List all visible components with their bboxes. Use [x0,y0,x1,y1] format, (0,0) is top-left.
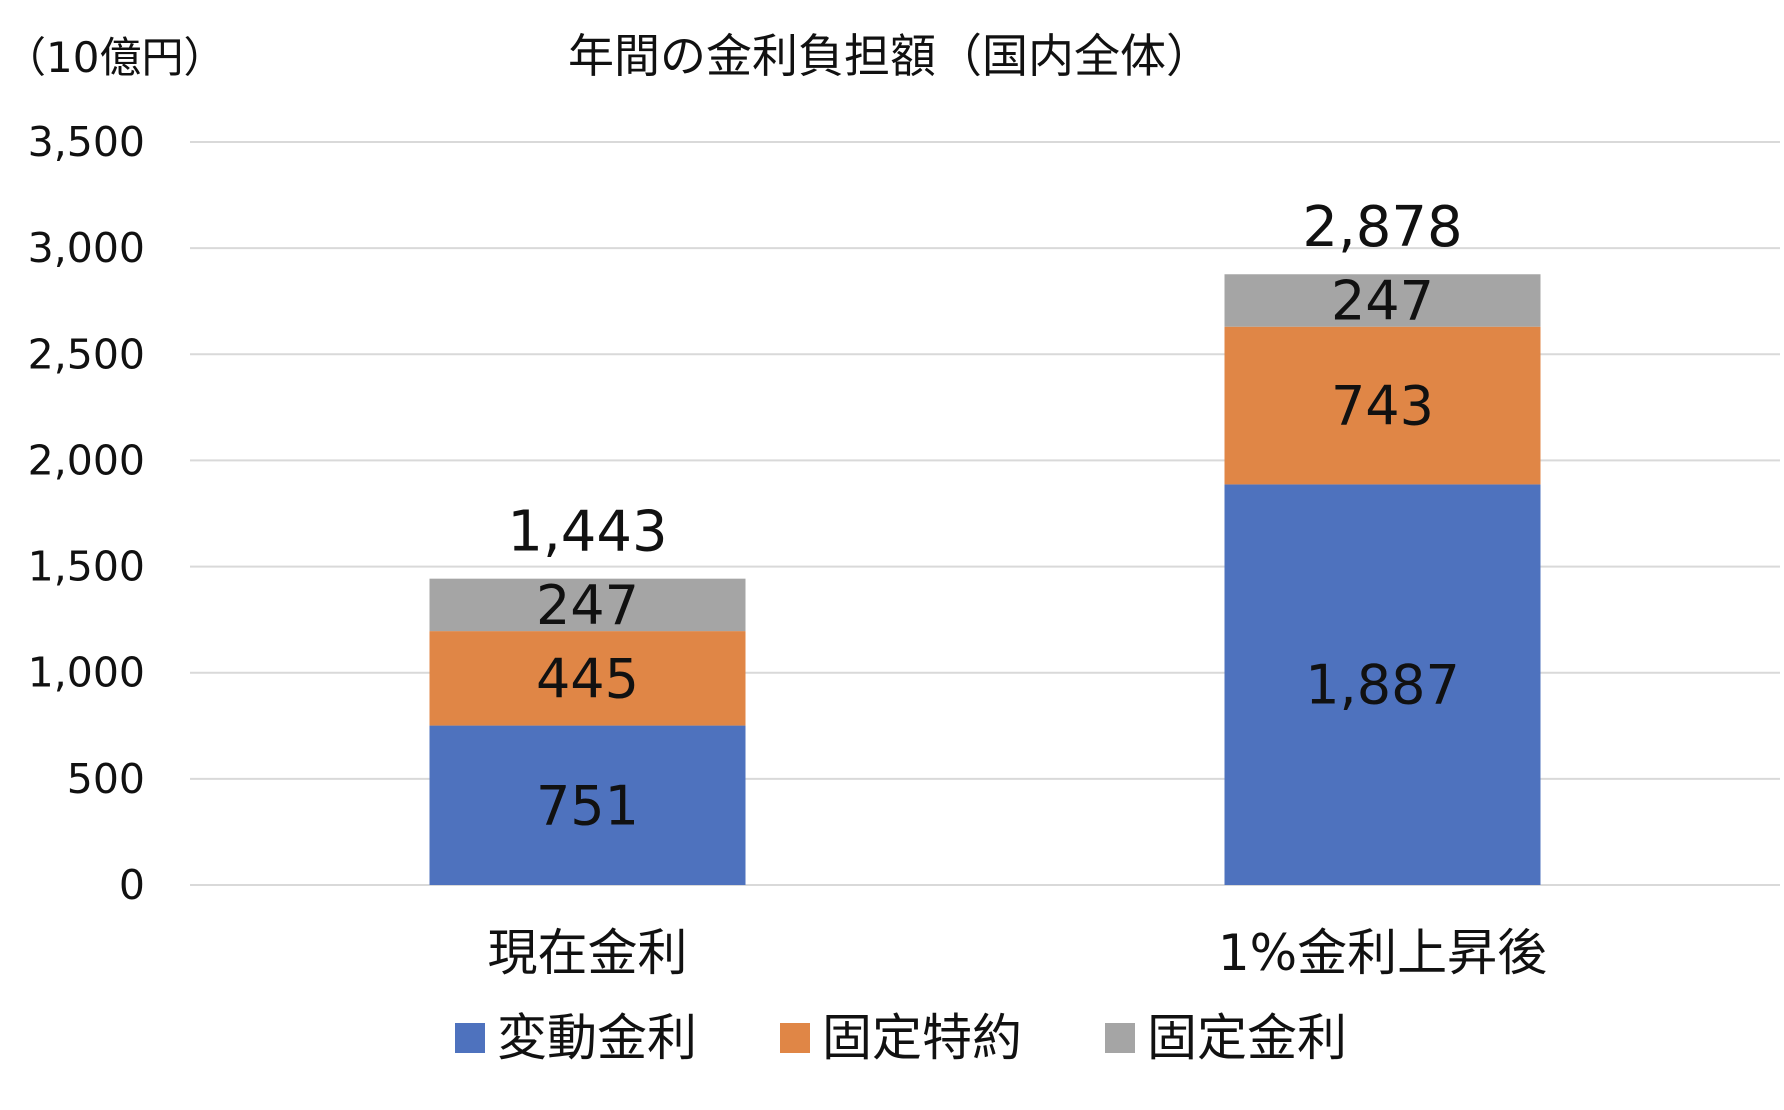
segment-value-label: 247 [536,574,639,637]
segment-value-label: 751 [536,774,639,837]
legend-swatch [455,1023,485,1053]
bar-segment [1224,274,1541,327]
data-labels: 751 445 247 1,443 1,887 743 247 2,878 [507,195,1462,837]
segment-value-label: 445 [536,647,639,710]
gridlines [190,141,1780,886]
bar-segment [1224,484,1541,885]
bar-segment [429,578,746,632]
segment-value-label: 247 [1331,269,1434,332]
y-tick-label: 3,500 [28,118,145,166]
total-value-label: 2,878 [1302,195,1462,260]
y-tick-label: 2,500 [28,330,145,378]
y-tick-label: 500 [67,755,145,803]
segment-value-label: 1,887 [1305,654,1460,717]
legend: 変動金利 固定特約 固定金利 [455,1009,1347,1067]
y-tick-label: 0 [119,861,145,909]
legend-label: 固定特約 [822,1009,1022,1067]
legend-label: 固定金利 [1147,1009,1347,1067]
y-tick-label: 3,000 [28,224,145,272]
y-tick-label: 1,000 [28,649,145,697]
legend-swatch [780,1023,810,1053]
bars [429,274,1541,885]
bar-segment [429,631,746,726]
axes: 0 500 1,000 1,500 2,000 2,500 3,000 3,500 現在金利 1%… [28,118,1548,982]
y-axis-unit: （10億円） [4,33,225,82]
chart-title: 年間の金利負担額（国内全体） [568,29,1212,83]
x-category-label: 1%金利上昇後 [1218,924,1547,982]
bar-segment [429,725,746,885]
y-tick-label: 2,000 [28,436,145,484]
segment-value-label: 743 [1331,375,1434,438]
bar-segment [1224,326,1541,485]
legend-label: 変動金利 [497,1009,697,1067]
total-value-label: 1,443 [507,500,667,565]
x-category-label: 現在金利 [488,924,688,982]
legend-swatch [1105,1023,1135,1053]
y-tick-label: 1,500 [28,543,145,591]
